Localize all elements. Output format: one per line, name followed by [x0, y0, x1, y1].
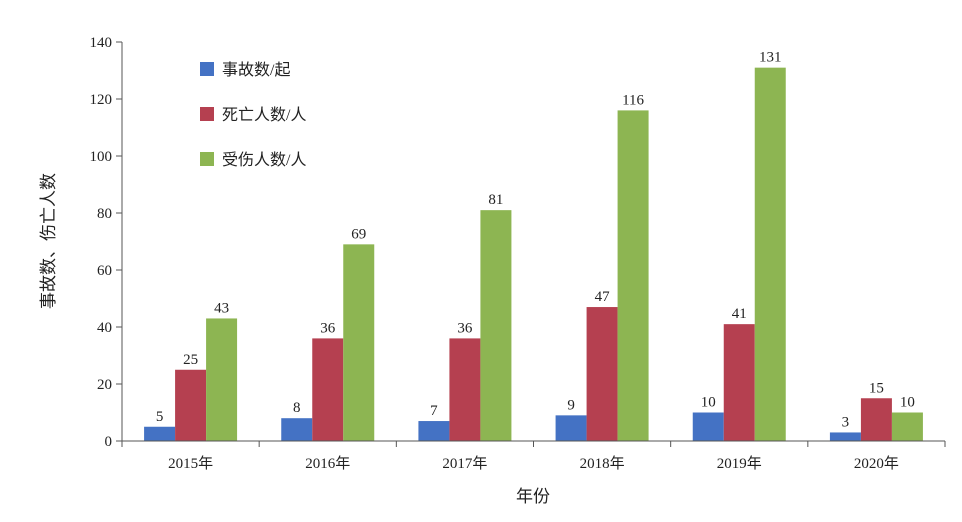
- data-label: 25: [183, 352, 198, 368]
- x-tick-label: 2018年: [580, 455, 625, 472]
- data-label: 47: [595, 289, 611, 305]
- data-labels: 5 25 43 8 36 69 7 36 81 9 47 116 10 41 131 3 15 10: [156, 50, 915, 431]
- bar: [692, 412, 724, 441]
- legend-label: 死亡人数/人: [222, 106, 306, 124]
- y-tick-label: 20: [97, 377, 112, 393]
- y-tick-label: 60: [97, 263, 112, 279]
- legend-swatch: [200, 62, 214, 76]
- x-tick-label: 2020年: [854, 455, 899, 472]
- y-tick-label: 0: [105, 434, 113, 450]
- bar: [860, 398, 892, 441]
- data-label: 116: [622, 92, 644, 108]
- data-label: 8: [293, 400, 301, 416]
- bar: [829, 432, 861, 441]
- data-label: 5: [156, 409, 164, 425]
- y-tick-label: 140: [90, 35, 113, 51]
- y-tick-label: 120: [90, 92, 113, 108]
- bar: [343, 244, 375, 441]
- x-tick-label: 2019年: [717, 455, 762, 472]
- data-label: 41: [732, 306, 747, 322]
- legend-swatch: [200, 152, 214, 166]
- data-label: 36: [320, 320, 336, 336]
- legend-swatch: [200, 107, 214, 121]
- bar: [312, 338, 344, 441]
- data-label: 81: [488, 192, 503, 208]
- bar: [144, 426, 176, 441]
- data-label: 15: [869, 380, 884, 396]
- x-axis-title: 年份: [516, 487, 550, 506]
- bar: [586, 307, 618, 441]
- bar: [418, 421, 450, 441]
- data-label: 9: [567, 397, 575, 413]
- x-tick-label: 2015年: [168, 455, 213, 472]
- bar: [555, 415, 587, 441]
- bar: [175, 369, 207, 441]
- data-label: 131: [759, 50, 782, 66]
- bar: [723, 324, 755, 441]
- bar: [754, 67, 786, 442]
- y-tick-label: 100: [90, 149, 113, 165]
- bar: [480, 210, 512, 441]
- bars: [144, 67, 923, 442]
- y-axis-title: 事故数、伤亡人数: [39, 173, 58, 309]
- x-axis: 2015年 2016年 2017年 2018年 2019年 2020年: [121, 440, 946, 472]
- data-label: 10: [701, 395, 716, 411]
- data-label: 7: [430, 403, 438, 419]
- bar: [206, 318, 238, 441]
- bar: [281, 418, 313, 441]
- legend-label: 事故数/起: [222, 61, 290, 79]
- data-label: 36: [457, 320, 473, 336]
- bar: [617, 110, 649, 442]
- y-axis: 0 20 40 60 80 100 120 140: [90, 35, 123, 450]
- data-label: 3: [842, 414, 850, 430]
- y-tick-label: 40: [97, 320, 112, 336]
- bar: [449, 338, 481, 441]
- x-tick-label: 2017年: [442, 455, 487, 472]
- data-label: 69: [351, 226, 366, 242]
- data-label: 10: [900, 395, 915, 411]
- data-label: 43: [214, 300, 229, 316]
- y-tick-label: 80: [97, 206, 112, 222]
- x-tick-label: 2016年: [305, 455, 350, 472]
- bar: [891, 412, 923, 441]
- legend-label: 受伤人数/人: [222, 151, 306, 169]
